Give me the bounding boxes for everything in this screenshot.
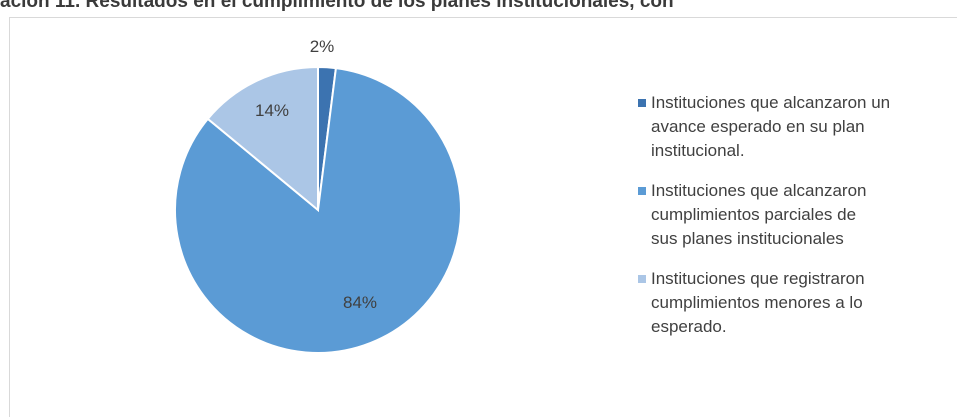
chart-frame	[9, 17, 957, 417]
legend-item-avance: Instituciones que alcanzaron un avance e…	[638, 91, 953, 163]
legend-label: esperado.	[651, 317, 727, 336]
legend-label: Instituciones que registraron	[651, 269, 865, 288]
legend-item-menores: Instituciones que registraron cumplimien…	[638, 267, 953, 339]
data-label-avance: 2%	[309, 37, 335, 56]
legend-swatch	[638, 275, 646, 283]
data-label-parciales: 84%	[342, 293, 378, 312]
legend: Instituciones que alcanzaron un avance e…	[638, 91, 953, 355]
legend-swatch	[638, 99, 646, 107]
legend-label: sus planes institucionales	[651, 229, 844, 248]
legend-label: avance esperado en su plan	[651, 117, 865, 136]
chart-title: ación 11. Resultados en el cumplimiento …	[0, 0, 674, 12]
legend-label: Instituciones que alcanzaron un	[651, 93, 891, 112]
legend-swatch	[638, 187, 646, 195]
slice-menores	[206, 65, 319, 213]
pie-chart	[174, 65, 462, 354]
data-label-menores: 14%	[254, 101, 290, 120]
legend-label: institucional.	[651, 141, 745, 160]
legend-label: cumplimientos menores a lo	[651, 293, 863, 312]
legend-label: Instituciones que alcanzaron	[651, 181, 867, 200]
legend-item-parciales: Instituciones que alcanzaron cumplimient…	[638, 179, 953, 251]
legend-label: cumplimientos parciales de	[651, 205, 857, 224]
